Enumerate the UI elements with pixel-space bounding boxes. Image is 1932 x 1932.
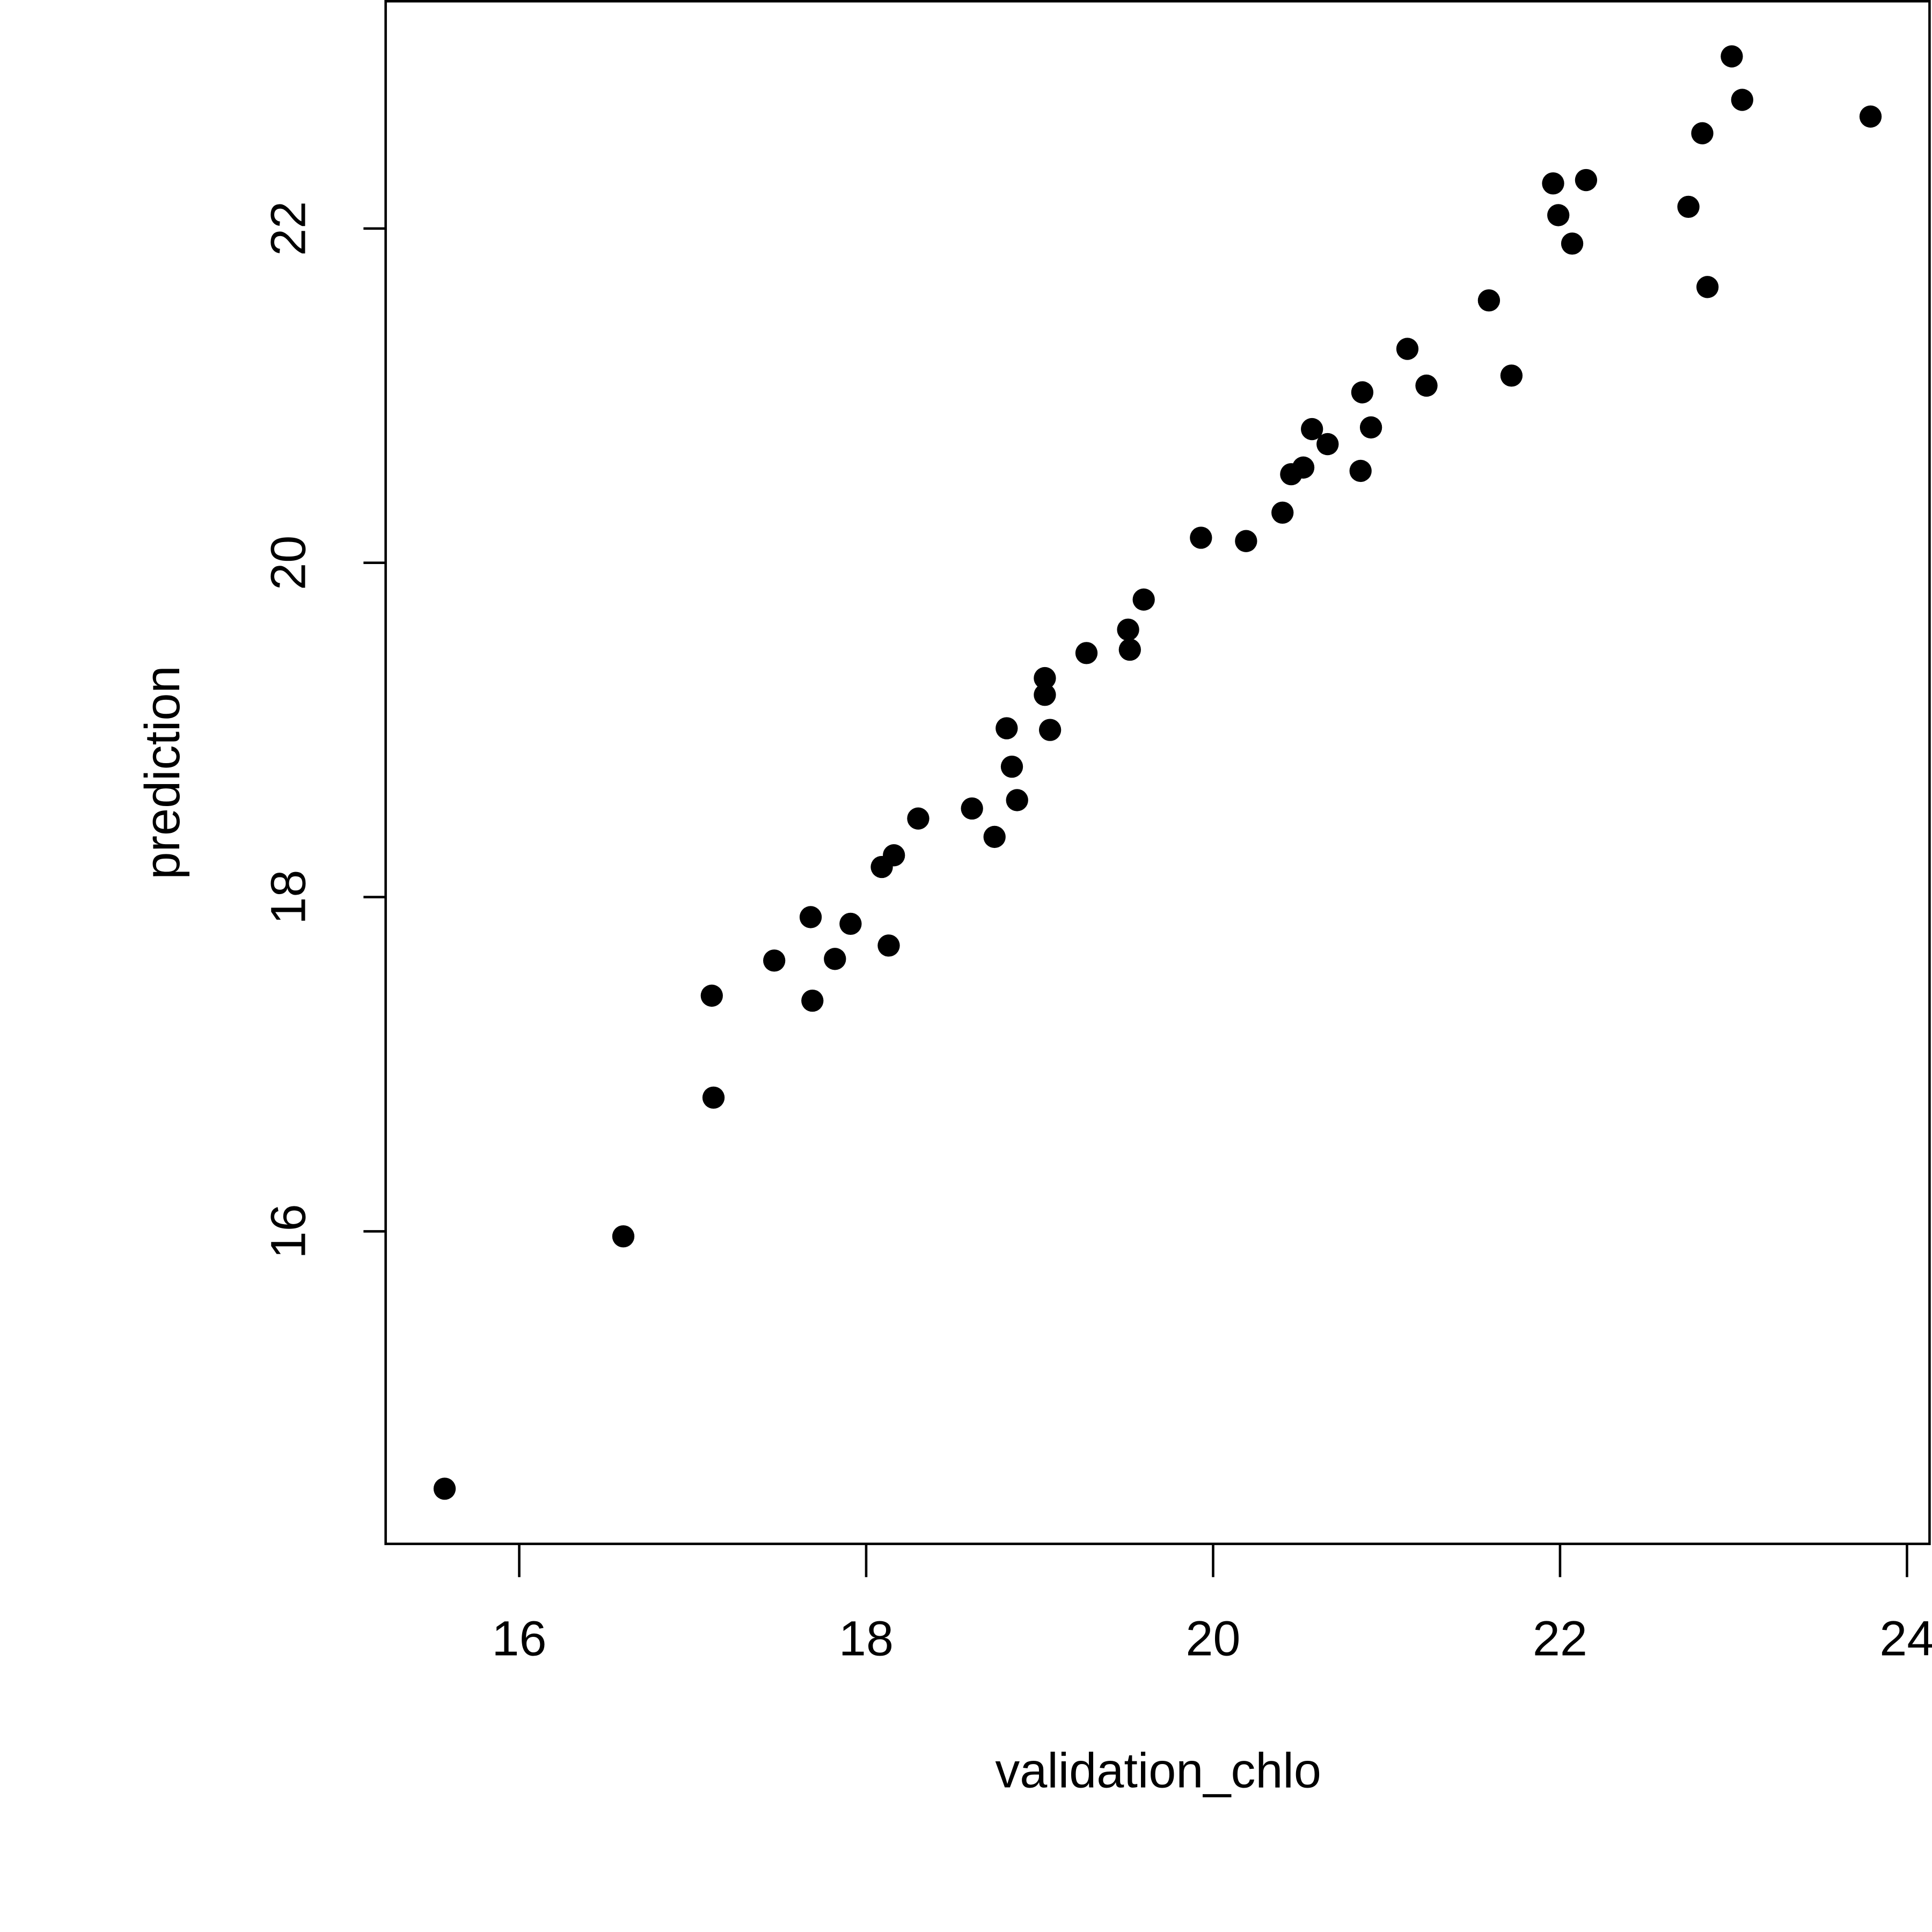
- point: [1301, 418, 1323, 441]
- y-tick-label: 22: [261, 201, 316, 256]
- point: [1034, 667, 1056, 690]
- point: [1349, 459, 1372, 482]
- point: [700, 984, 723, 1007]
- point: [1561, 232, 1584, 255]
- point: [799, 906, 822, 928]
- y-tick-label: 20: [261, 536, 316, 590]
- point: [1271, 501, 1294, 524]
- point: [1351, 381, 1374, 404]
- point: [907, 807, 930, 830]
- y-axis-label: prediction: [135, 665, 190, 879]
- point: [1396, 338, 1419, 360]
- point: [612, 1225, 635, 1248]
- plot-frame: [384, 0, 1931, 1546]
- point: [763, 949, 786, 972]
- point: [1117, 618, 1139, 641]
- point: [1721, 45, 1743, 68]
- point: [1575, 169, 1598, 192]
- point: [824, 948, 846, 970]
- point: [1691, 122, 1714, 144]
- point: [1859, 105, 1882, 128]
- point: [877, 934, 900, 957]
- point: [1034, 684, 1056, 706]
- point: [961, 797, 983, 820]
- point: [1477, 289, 1501, 312]
- point: [1038, 719, 1062, 741]
- point: [1075, 642, 1098, 664]
- x-axis-label: validation_chlo: [995, 1743, 1321, 1798]
- point: [983, 825, 1006, 848]
- x-tick-label: 18: [839, 1612, 894, 1666]
- x-tick-label: 16: [492, 1612, 546, 1666]
- point: [801, 989, 824, 1012]
- x-tick-label: 24: [1879, 1612, 1932, 1666]
- point: [1677, 195, 1700, 218]
- point: [433, 1477, 456, 1500]
- point: [1359, 416, 1382, 439]
- point: [1000, 755, 1023, 778]
- x-tick-label: 20: [1185, 1612, 1240, 1666]
- point: [1731, 89, 1753, 111]
- point: [1696, 276, 1719, 298]
- point: [1500, 364, 1523, 387]
- point: [1132, 588, 1155, 611]
- point: [1547, 204, 1570, 226]
- point: [1235, 530, 1257, 552]
- point: [1292, 456, 1315, 479]
- point: [1006, 789, 1028, 811]
- y-tick-label: 18: [261, 869, 316, 924]
- point: [1542, 172, 1564, 195]
- point: [1190, 526, 1212, 549]
- point: [1415, 374, 1438, 397]
- point: [702, 1086, 725, 1109]
- y-tick-label: 16: [261, 1204, 316, 1258]
- point: [1118, 638, 1141, 661]
- point: [996, 717, 1018, 740]
- point: [839, 912, 862, 935]
- x-tick-label: 22: [1533, 1612, 1587, 1666]
- point: [1316, 433, 1339, 456]
- point: [883, 844, 905, 867]
